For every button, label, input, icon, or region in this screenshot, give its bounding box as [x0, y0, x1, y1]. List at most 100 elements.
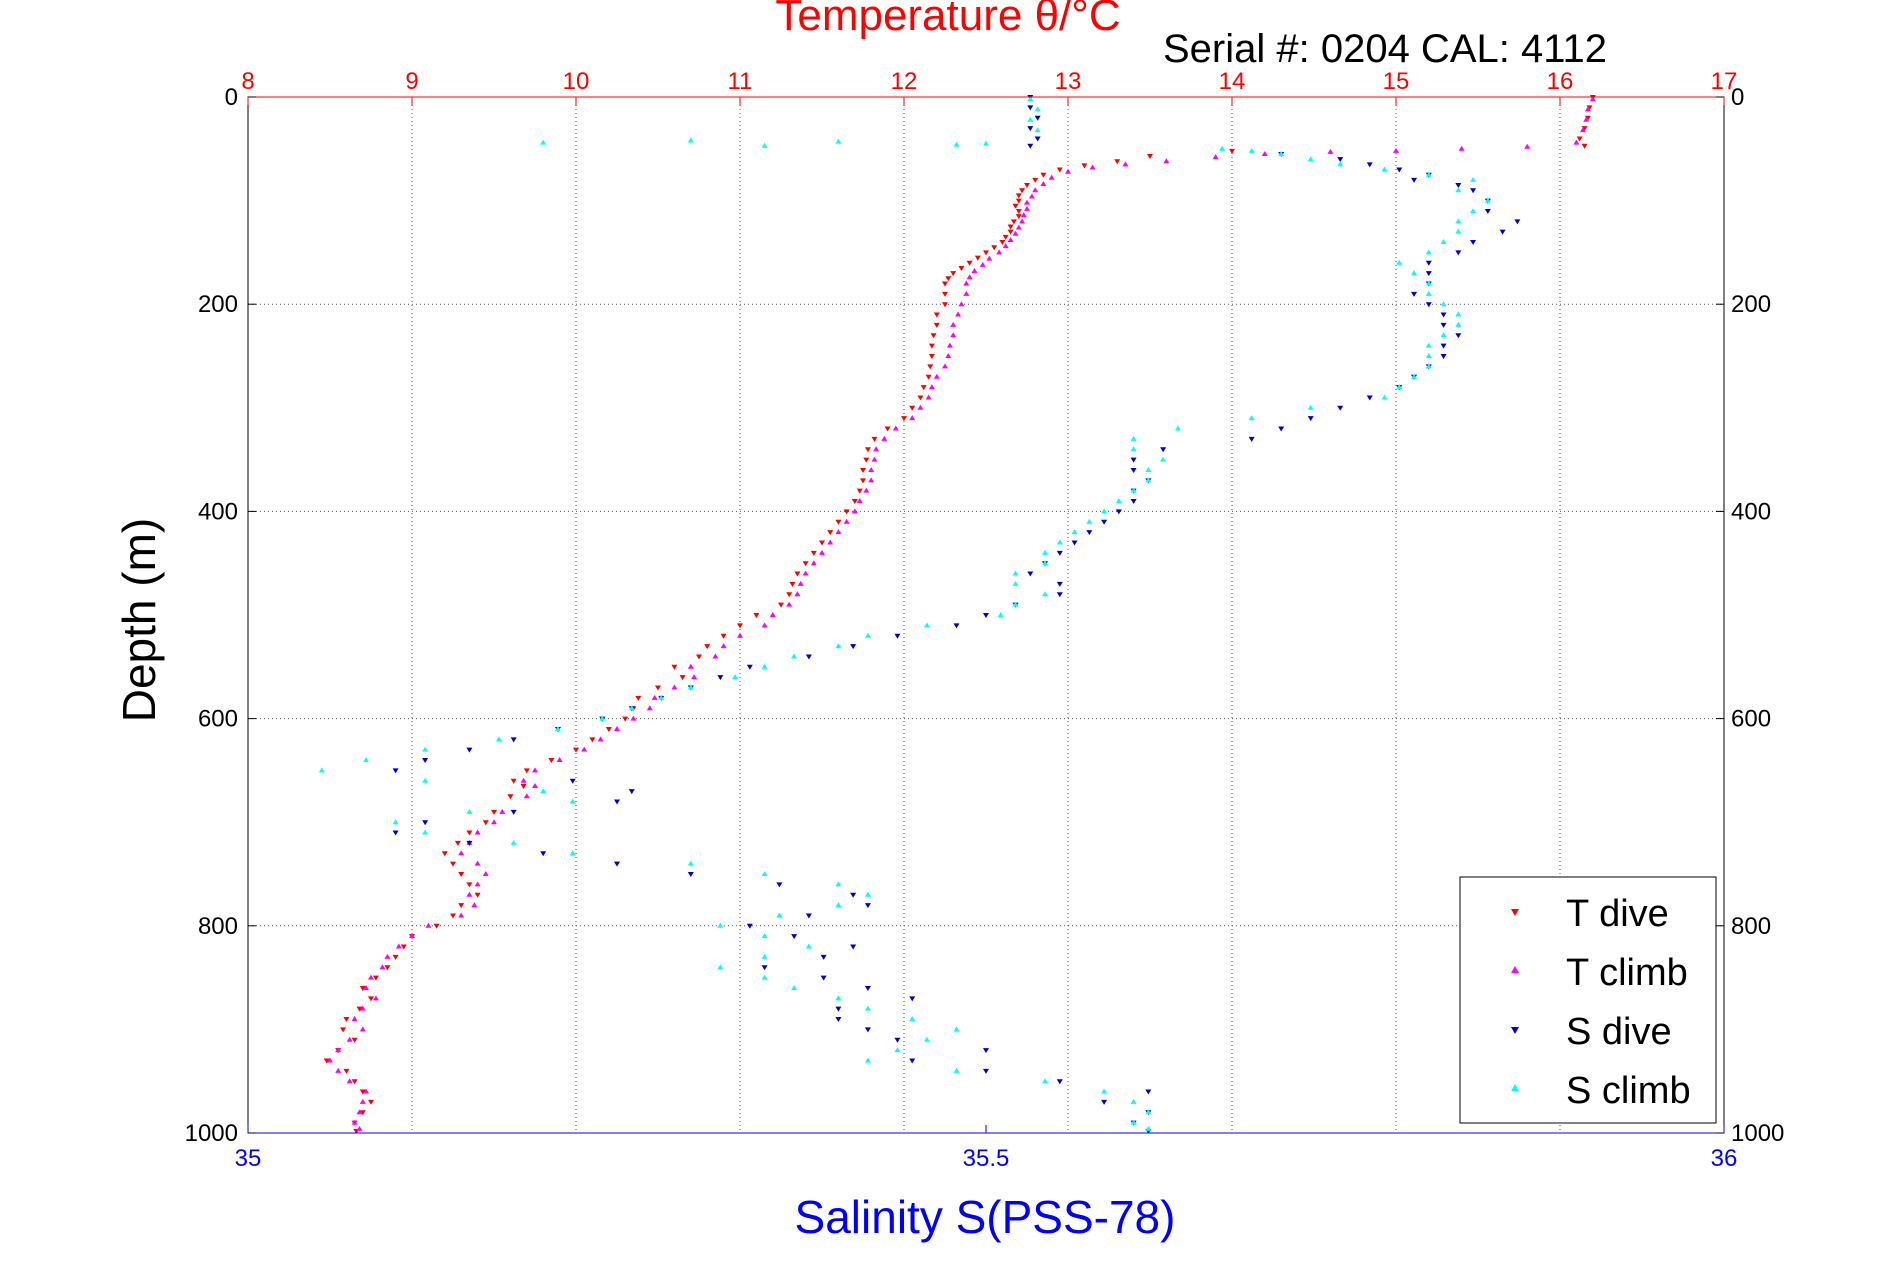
- data-point-s-dive: [1248, 436, 1255, 442]
- data-point-t-dive: [340, 1027, 347, 1033]
- data-point-s-dive: [1027, 143, 1034, 149]
- depth-tick-label-right: 800: [1731, 913, 1771, 940]
- data-point-t-dive: [856, 488, 863, 494]
- data-point-t-dive: [1010, 219, 1017, 225]
- data-point-s-dive: [1455, 183, 1462, 189]
- data-point-s-climb: [997, 612, 1004, 617]
- depth-tick-label-right: 200: [1731, 291, 1771, 318]
- data-point-t-climb: [1089, 164, 1096, 170]
- data-point-s-climb: [599, 715, 606, 721]
- data-point-s-climb: [1086, 518, 1093, 524]
- data-point-t-dive: [1012, 203, 1019, 209]
- data-point-s-climb: [1012, 570, 1019, 576]
- data-point-s-dive: [1101, 1099, 1108, 1105]
- data-point-s-climb: [835, 881, 842, 887]
- data-point-s-climb: [761, 663, 768, 669]
- data-point-s-climb: [1071, 529, 1078, 535]
- legend: T dive T climb S dive S climb: [1459, 876, 1717, 1124]
- data-point-s-dive: [510, 809, 517, 815]
- temperature-tick-label: 8: [241, 68, 254, 95]
- data-point-t-dive: [942, 291, 948, 297]
- data-point-t-climb: [671, 684, 678, 690]
- data-point-t-dive: [1056, 167, 1063, 173]
- data-point-t-dive: [999, 240, 1006, 246]
- data-point-s-dive: [1514, 219, 1521, 225]
- data-point-s-dive: [850, 892, 857, 898]
- data-point-t-climb: [630, 715, 637, 721]
- data-point-s-climb: [761, 933, 768, 939]
- data-point-t-climb: [1573, 139, 1580, 145]
- data-point-t-dive: [450, 861, 456, 867]
- legend-label-s-dive: S dive: [1566, 1011, 1672, 1053]
- data-point-s-dive: [1366, 162, 1373, 168]
- data-point-s-dive: [1411, 291, 1418, 297]
- data-point-s-climb: [1027, 116, 1034, 122]
- data-point-s-dive: [983, 1068, 989, 1074]
- data-point-t-climb: [1261, 150, 1268, 156]
- data-point-s-climb: [761, 953, 768, 959]
- data-point-s-climb: [864, 1005, 871, 1011]
- data-point-s-climb: [761, 871, 768, 876]
- temperature-tick-label: 10: [563, 68, 590, 95]
- data-point-s-dive: [1115, 509, 1122, 515]
- data-point-t-climb: [359, 1026, 366, 1032]
- data-point-t-climb: [1212, 154, 1219, 160]
- data-point-t-climb: [863, 487, 870, 493]
- data-point-s-dive: [894, 1037, 901, 1043]
- data-point-t-climb: [996, 249, 1003, 255]
- data-point-s-dive: [1071, 540, 1078, 546]
- data-point-s-dive: [1440, 312, 1447, 318]
- data-point-s-climb: [1440, 332, 1447, 338]
- data-point-s-dive: [1130, 457, 1137, 463]
- data-point-t-dive: [458, 872, 465, 877]
- data-point-t-climb: [458, 850, 465, 856]
- data-point-t-climb: [1524, 143, 1531, 149]
- data-point-s-dive: [894, 633, 901, 639]
- data-point-s-climb: [687, 860, 694, 866]
- data-point-s-dive: [422, 758, 429, 764]
- depth-tick-label-right: 600: [1731, 706, 1771, 733]
- data-point-s-climb: [1396, 384, 1403, 390]
- data-point-t-climb: [491, 819, 497, 825]
- data-point-t-climb: [379, 964, 386, 970]
- data-point-t-climb: [1048, 174, 1055, 180]
- data-point-t-climb: [945, 353, 952, 358]
- data-point-t-climb: [691, 674, 698, 680]
- data-point-t-dive: [864, 447, 871, 453]
- data-point-t-climb: [720, 643, 727, 649]
- data-point-t-dive: [368, 996, 374, 1002]
- data-point-s-climb: [1130, 1098, 1137, 1104]
- data-point-t-dive: [1586, 105, 1593, 111]
- data-point-t-dive: [1019, 188, 1026, 194]
- data-point-s-climb: [422, 777, 429, 783]
- y-axis-label: Depth (m): [113, 518, 165, 722]
- data-point-s-climb: [1381, 166, 1388, 172]
- data-point-t-dive: [753, 613, 760, 618]
- data-point-s-dive: [1484, 208, 1491, 214]
- data-point-t-dive: [359, 985, 366, 991]
- data-point-t-climb: [368, 974, 374, 980]
- data-point-s-dive: [1056, 1079, 1063, 1085]
- data-point-t-dive: [351, 1037, 358, 1043]
- data-point-t-climb: [471, 902, 478, 908]
- data-point-t-climb: [871, 456, 878, 462]
- data-point-s-climb: [1440, 301, 1447, 307]
- data-point-s-dive: [540, 851, 547, 857]
- data-point-s-climb: [864, 1057, 871, 1063]
- data-point-t-dive: [1015, 214, 1022, 220]
- data-point-s-climb: [1034, 106, 1041, 112]
- data-point-s-dive: [1056, 550, 1063, 556]
- data-point-t-dive: [1040, 172, 1047, 178]
- data-point-t-dive: [589, 737, 596, 743]
- data-point-s-climb: [1042, 591, 1049, 597]
- data-point-t-climb: [958, 301, 965, 307]
- data-point-t-dive: [510, 778, 517, 784]
- data-point-t-dive: [991, 245, 998, 251]
- series-s-climb: [318, 96, 1491, 1131]
- data-point-s-climb: [1455, 228, 1462, 234]
- data-point-t-climb: [651, 694, 658, 700]
- data-point-s-climb: [1307, 156, 1314, 162]
- data-point-t-climb: [794, 591, 801, 597]
- data-point-t-climb: [359, 1005, 366, 1011]
- data-point-t-dive: [1007, 229, 1014, 235]
